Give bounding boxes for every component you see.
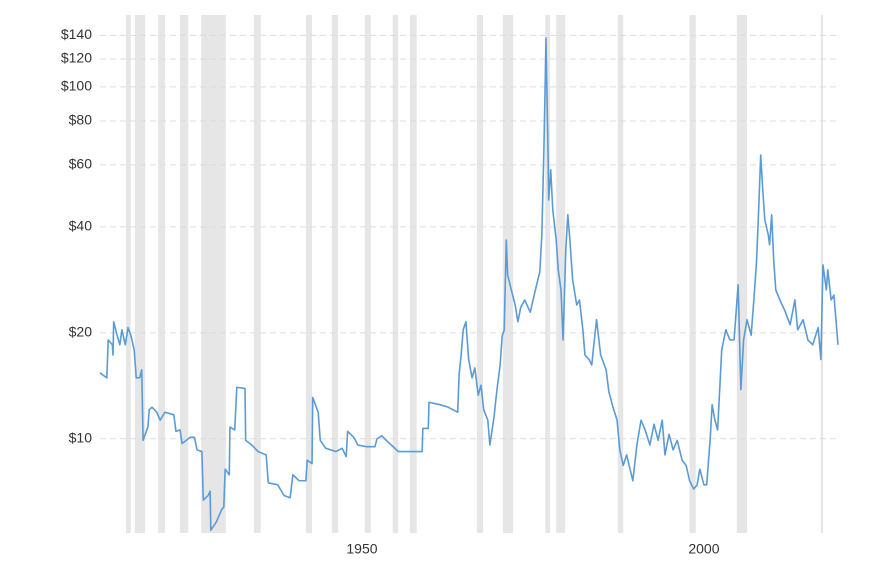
recession-band bbox=[476, 15, 484, 533]
recession-band bbox=[180, 15, 189, 533]
recession-band bbox=[617, 15, 624, 533]
x-tick-label: 1950 bbox=[346, 541, 377, 557]
y-tick-label: $100 bbox=[61, 78, 92, 94]
recession-band bbox=[364, 15, 371, 533]
y-tick-label: $120 bbox=[61, 50, 92, 66]
y-tick-label: $60 bbox=[69, 156, 93, 172]
recession-band bbox=[689, 15, 696, 533]
y-tick-label: $20 bbox=[69, 324, 93, 340]
recession-band bbox=[201, 15, 226, 533]
x-tick-label: 2000 bbox=[688, 541, 719, 557]
recession-band bbox=[409, 15, 417, 533]
price-line bbox=[99, 37, 839, 531]
recession-band bbox=[556, 15, 566, 533]
y-tick-label: $10 bbox=[69, 430, 93, 446]
recession-band bbox=[158, 15, 165, 533]
y-tick-label: $140 bbox=[61, 26, 92, 42]
recession-band bbox=[820, 15, 823, 533]
y-tick-label: $40 bbox=[69, 218, 93, 234]
recession-band bbox=[134, 15, 146, 533]
recession-band bbox=[545, 15, 551, 533]
recession-band bbox=[253, 15, 261, 533]
recession-band bbox=[331, 15, 339, 533]
recession-band bbox=[305, 15, 313, 533]
y-tick-label: $80 bbox=[69, 112, 93, 128]
recession-band bbox=[125, 15, 131, 533]
recession-band bbox=[736, 15, 748, 533]
recession-band bbox=[392, 15, 399, 533]
